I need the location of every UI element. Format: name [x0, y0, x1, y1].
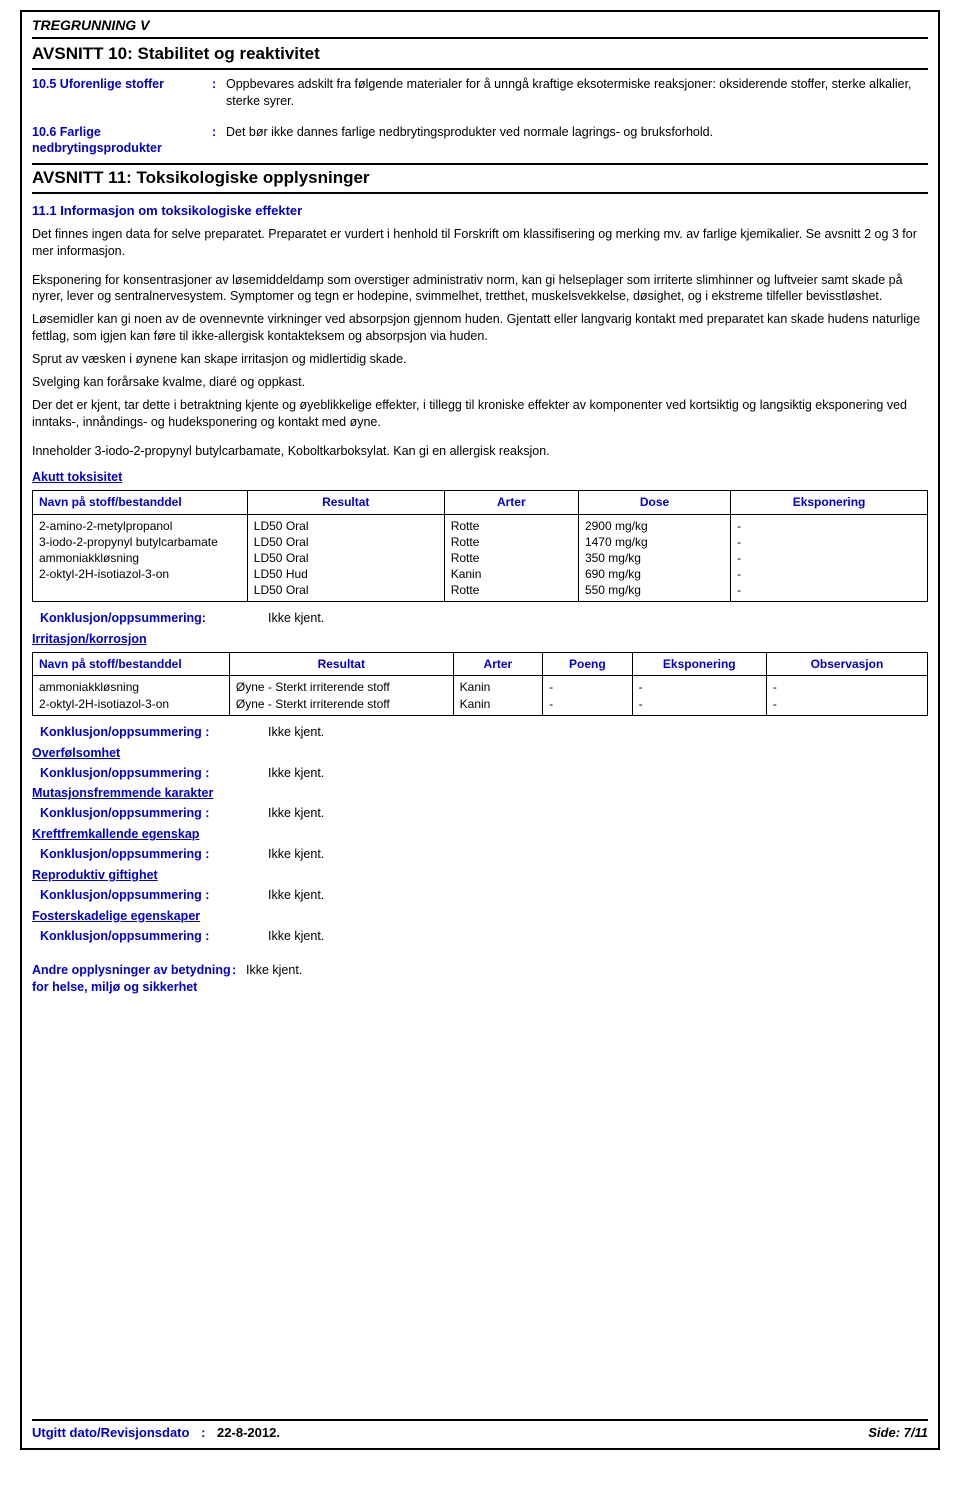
conclusion-row: Konklusjon/oppsummering :Ikke kjent.	[40, 887, 928, 904]
conclusion-value: Ikke kjent.	[268, 765, 324, 782]
other-info-row: Andre opplysninger av betydning for hels…	[32, 962, 928, 996]
acute-conclusion-label: Konklusjon/oppsummering:	[40, 610, 268, 627]
table-cell: - -	[632, 676, 766, 715]
sep: :	[212, 76, 226, 110]
irritation-title: Irritasjon/korrosjon	[32, 631, 928, 648]
p-contains: Inneholder 3-iodo-2-propynyl butylcarbam…	[32, 443, 928, 460]
other-info-label: Andre opplysninger av betydning for hels…	[32, 962, 232, 996]
sep: :	[232, 962, 246, 996]
row-10-6: 10.6 Farlige nedbrytingsprodukter : Det …	[32, 124, 928, 158]
other-info-value: Ikke kjent.	[246, 962, 928, 996]
table-cell: LD50 Oral LD50 Oral LD50 Oral LD50 Hud L…	[247, 514, 444, 602]
table-cell: - - - - -	[731, 514, 928, 602]
conclusion-row: Konklusjon/oppsummering :Ikke kjent.	[40, 846, 928, 863]
group-title: Overfølsomhet	[32, 745, 928, 762]
p-intro: Det finnes ingen data for selve preparat…	[32, 226, 928, 260]
footer-sep: :	[201, 1425, 205, 1440]
document-title: TREGRUNNING V	[32, 16, 928, 39]
th-name: Navn på stoff/bestanddel	[33, 491, 248, 514]
conclusion-label: Konklusjon/oppsummering :	[40, 805, 268, 822]
table-cell: - -	[543, 676, 633, 715]
conclusion-label: Konklusjon/oppsummering :	[40, 765, 268, 782]
table-cell: Kanin Kanin	[453, 676, 543, 715]
conclusion-row: Konklusjon/oppsummering :Ikke kjent.	[40, 928, 928, 945]
conclusion-label: Konklusjon/oppsummering :	[40, 724, 268, 741]
table-cell: Rotte Rotte Rotte Kanin Rotte	[444, 514, 578, 602]
table-cell: Øyne - Sterkt irriterende stoff Øyne - S…	[229, 676, 453, 715]
th-result: Resultat	[247, 491, 444, 514]
conclusion-value: Ikke kjent.	[268, 724, 324, 741]
p-swallow: Svelging kan forårsake kvalme, diaré og …	[32, 374, 928, 391]
page-footer: Utgitt dato/Revisjonsdato : 22-8-2012. S…	[32, 1419, 928, 1442]
section-11-1-title: 11.1 Informasjon om toksikologiske effek…	[32, 202, 928, 220]
conclusion-label: Konklusjon/oppsummering :	[40, 887, 268, 904]
th2-result: Resultat	[229, 653, 453, 676]
table-cell: - -	[766, 676, 927, 715]
p-solvent: Løsemidler kan gi noen av de ovennevnte …	[32, 311, 928, 345]
footer-page: Side: 7/11	[868, 1424, 928, 1442]
th2-exposure: Eksponering	[632, 653, 766, 676]
th-species: Arter	[444, 491, 578, 514]
section-11-heading: AVSNITT 11: Toksikologiske opplysninger	[32, 163, 928, 194]
th2-name: Navn på stoff/bestanddel	[33, 653, 230, 676]
conclusion-row: Konklusjon/oppsummering :Ikke kjent.	[40, 765, 928, 782]
conclusion-label: Konklusjon/oppsummering :	[40, 846, 268, 863]
p-eyes: Sprut av væsken i øynene kan skape irrit…	[32, 351, 928, 368]
conclusion-value: Ikke kjent.	[268, 805, 324, 822]
sep: :	[212, 124, 226, 158]
p-known: Der det er kjent, tar dette i betraktnin…	[32, 397, 928, 431]
table-cell: 2900 mg/kg 1470 mg/kg 350 mg/kg 690 mg/k…	[578, 514, 730, 602]
acute-conclusion-value: Ikke kjent.	[268, 610, 324, 627]
value-10-5: Oppbevares adskilt fra følgende material…	[226, 76, 928, 110]
group-title: Kreftfremkallende egenskap	[32, 826, 928, 843]
footer-date-value: 22-8-2012.	[217, 1425, 280, 1440]
row-10-5: 10.5 Uforenlige stoffer : Oppbevares ads…	[32, 76, 928, 110]
p-exposure: Eksponering for konsentrasjoner av løsem…	[32, 272, 928, 306]
table-cell: 2-amino-2-metylpropanol 3-iodo-2-propyny…	[33, 514, 248, 602]
label-10-5: 10.5 Uforenlige stoffer	[32, 76, 212, 110]
group-title: Fosterskadelige egenskaper	[32, 908, 928, 925]
th2-observation: Observasjon	[766, 653, 927, 676]
th2-score: Poeng	[543, 653, 633, 676]
conclusion-label: Konklusjon/oppsummering :	[40, 928, 268, 945]
acute-conclusion: Konklusjon/oppsummering: Ikke kjent.	[40, 610, 928, 627]
document-frame: TREGRUNNING V AVSNITT 10: Stabilitet og …	[20, 10, 940, 1450]
conclusion-value: Ikke kjent.	[268, 887, 324, 904]
acute-toxicity-title: Akutt toksisitet	[32, 469, 928, 486]
conclusion-row: Konklusjon/oppsummering :Ikke kjent.	[40, 805, 928, 822]
th-exposure: Eksponering	[731, 491, 928, 514]
table-cell: ammoniakkløsning 2-oktyl-2H-isotiazol-3-…	[33, 676, 230, 715]
footer-left: Utgitt dato/Revisjonsdato : 22-8-2012.	[32, 1424, 280, 1442]
footer-date-label: Utgitt dato/Revisjonsdato	[32, 1425, 189, 1440]
conclusion-value: Ikke kjent.	[268, 846, 324, 863]
irritation-table: Navn på stoff/bestanddel Resultat Arter …	[32, 652, 928, 716]
conclusion-value: Ikke kjent.	[268, 928, 324, 945]
th-dose: Dose	[578, 491, 730, 514]
label-10-6: 10.6 Farlige nedbrytingsprodukter	[32, 124, 212, 158]
group-title: Reproduktiv giftighet	[32, 867, 928, 884]
acute-toxicity-table: Navn på stoff/bestanddel Resultat Arter …	[32, 490, 928, 602]
group-title: Mutasjonsfremmende karakter	[32, 785, 928, 802]
value-10-6: Det bør ikke dannes farlige nedbrytingsp…	[226, 124, 928, 158]
section-10-heading: AVSNITT 10: Stabilitet og reaktivitet	[32, 41, 928, 70]
th2-species: Arter	[453, 653, 543, 676]
conclusion-row: Konklusjon/oppsummering :Ikke kjent.	[40, 724, 928, 741]
